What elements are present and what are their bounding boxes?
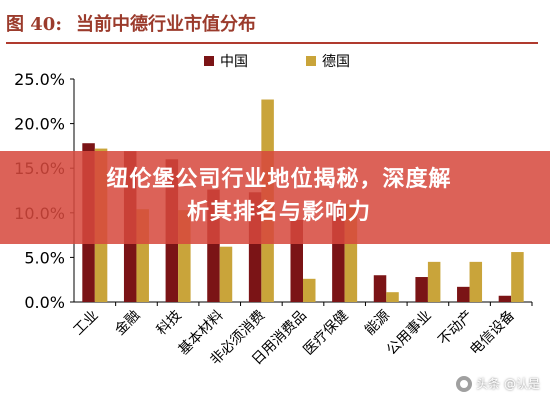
bar-germany: [386, 292, 399, 302]
headline-text: 纽伦堡公司行业地位揭秘，深度解 析其排名与影响力: [34, 163, 524, 229]
y-tick-label: 25.0%: [14, 70, 65, 89]
bar-germany: [427, 261, 441, 302]
legend-swatch-germany: [306, 56, 316, 66]
headline-line-2: 析其排名与影响力: [186, 200, 371, 225]
legend-swatch-china: [204, 56, 214, 66]
bar-china: [457, 286, 470, 302]
bar-germany: [303, 278, 316, 302]
x-tick-label: 电信设备: [466, 307, 518, 359]
x-tick-label: 能源: [362, 308, 393, 339]
x-tick-label: 公用事业: [384, 308, 435, 359]
headline-line-1: 纽伦堡公司行业地位揭秘，深度解: [106, 167, 452, 192]
x-tick-label: 工业: [71, 308, 102, 339]
watermark-text: 头条 @认是: [476, 377, 540, 391]
x-tick-label: 金融: [112, 308, 143, 339]
x-tick-label: 医疗保健: [301, 308, 352, 359]
title-divider: [6, 42, 538, 44]
bar-germany: [219, 246, 233, 302]
y-tick-label: 5.0%: [24, 248, 65, 267]
figure-title-text: 当前中德行业市值分布: [75, 14, 256, 35]
y-tick-label: 20.0%: [14, 115, 65, 134]
camera-icon: [456, 375, 473, 392]
bar-germany: [511, 252, 524, 302]
bar-china: [373, 275, 387, 302]
legend-label-germany: 德国: [322, 54, 350, 70]
y-tick-label: 0.0%: [24, 293, 65, 312]
headline-banner: 纽伦堡公司行业地位揭秘，深度解 析其排名与影响力: [0, 151, 550, 244]
figure-title: 图 40: 当前中德行业市值分布: [6, 10, 256, 36]
figure-number: 图 40:: [6, 14, 62, 35]
x-tick-label: 科技: [154, 308, 185, 339]
bar-china: [498, 295, 512, 302]
legend-label-china: 中国: [220, 54, 248, 70]
x-tick-label: 不动产: [435, 308, 476, 349]
bar-germany: [469, 261, 483, 302]
bar-china: [415, 277, 428, 302]
watermark: 头条 @认是: [456, 375, 540, 392]
